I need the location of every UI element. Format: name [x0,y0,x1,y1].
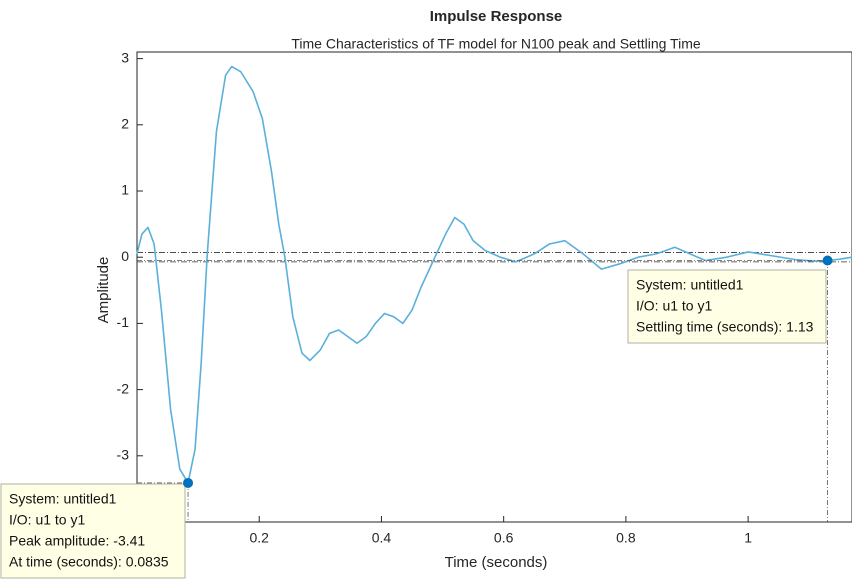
x-tick-label: 1 [744,530,752,546]
y-axis-label: Amplitude [95,257,112,324]
chart-title: Impulse Response [430,8,563,25]
series-line [136,65,852,484]
y-tick-label: -1 [117,314,130,330]
y-tick-label: -2 [117,380,130,396]
datatip-text: Peak amplitude: -3.41 [9,533,145,549]
y-tick-label: 1 [121,182,129,198]
datatip-marker [183,477,194,488]
x-tick-label: 0.8 [616,530,636,546]
datatip-text: At time (seconds): 0.0835 [9,554,169,570]
x-tick-label: 0.6 [494,530,514,546]
datatip-box [627,269,827,344]
x-tick-label: 0.2 [249,530,269,546]
datatip-box [0,483,186,579]
y-tick-label: 2 [121,116,129,132]
x-tick-label: 0.4 [372,530,392,546]
plot-area [136,51,852,523]
datatip-text: System: untitled1 [636,277,744,293]
datatip-text: I/O: u1 to y1 [9,512,85,528]
y-tick-label: 0 [121,248,129,264]
x-axis-label: Time (seconds) [445,554,548,571]
datatip-marker [822,255,833,266]
chart-subtitle: Time Characteristics of TF model for N10… [291,36,700,52]
y-tick-label: -3 [117,447,130,463]
datatip-text: Settling time (seconds): 1.13 [636,319,814,335]
datatip-text: I/O: u1 to y1 [636,298,712,314]
y-tick-label: 3 [121,49,129,65]
datatip-text: System: untitled1 [9,491,117,507]
